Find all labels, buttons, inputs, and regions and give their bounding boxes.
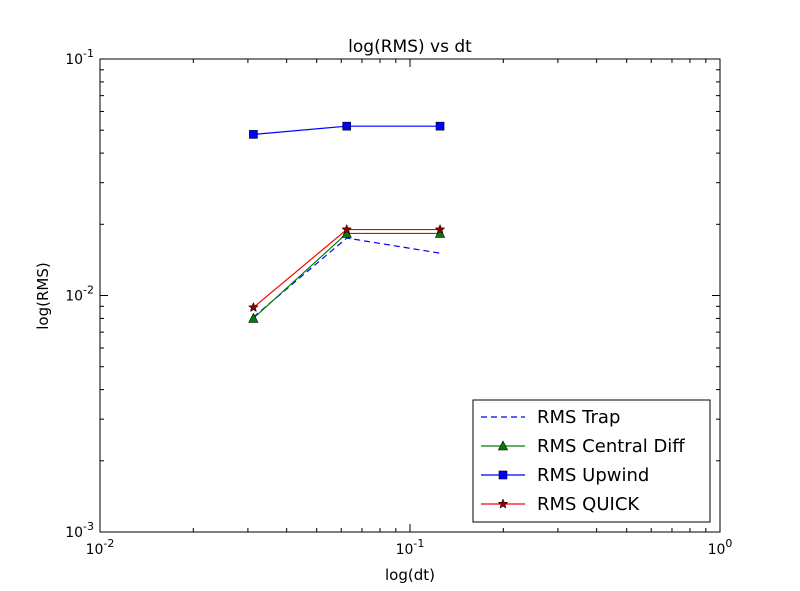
data-point-marker xyxy=(248,312,259,323)
data-point-marker xyxy=(249,130,258,139)
x-tick-label: 10-1 xyxy=(396,537,425,558)
x-tick-label: 100 xyxy=(708,537,733,558)
data-point-marker xyxy=(435,121,445,131)
legend-marker xyxy=(498,470,508,480)
legend-label: RMS QUICK xyxy=(537,494,640,515)
legend-box xyxy=(472,399,711,523)
data-point-marker xyxy=(341,223,353,235)
legend-marker xyxy=(497,498,509,509)
data-point-marker xyxy=(342,121,352,131)
y-tick-label: 10-2 xyxy=(65,284,94,305)
y-axis-label: log(RMS) xyxy=(34,262,52,329)
legend-label: RMS Central Diff xyxy=(537,436,685,457)
legend-label: RMS Trap xyxy=(537,407,620,428)
chart-title: log(RMS) vs dt xyxy=(348,37,472,57)
y-tick-label: 10-3 xyxy=(65,520,94,541)
y-tick-label: 10-1 xyxy=(65,47,94,68)
legend-marker xyxy=(497,440,509,451)
data-point-marker xyxy=(248,301,259,313)
x-axis-label: log(dt) xyxy=(385,566,435,584)
x-tick-label: 10-2 xyxy=(86,537,115,558)
data-point-marker xyxy=(434,223,446,235)
legend-label: RMS Upwind xyxy=(537,465,649,486)
